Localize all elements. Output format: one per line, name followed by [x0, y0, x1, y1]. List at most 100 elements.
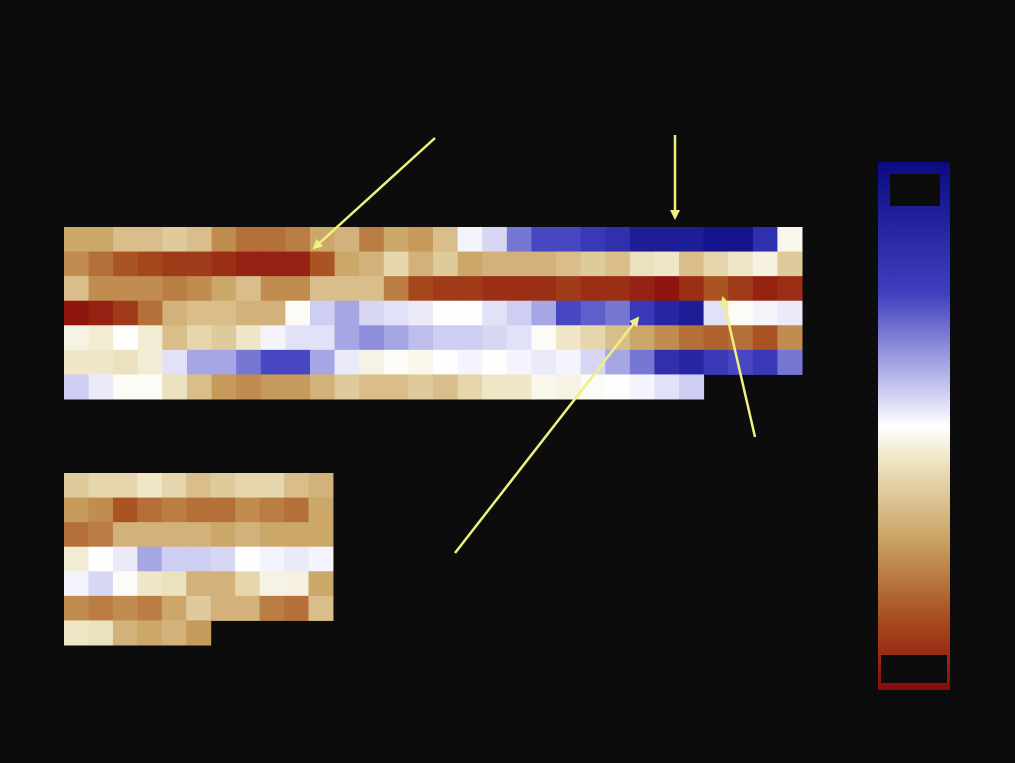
heatmap-cell: [359, 325, 385, 351]
heatmap-cell: [310, 349, 336, 375]
heatmap-cell: [334, 325, 360, 351]
heatmap-cell: [161, 546, 187, 572]
heatmap-cell: [310, 325, 336, 351]
heatmap-cell: [556, 227, 582, 253]
heatmap-cell: [457, 227, 483, 253]
heatmap-cell: [88, 251, 114, 277]
heatmap-cell: [112, 620, 138, 646]
heatmap-cell: [359, 276, 385, 302]
heatmap-cell: [679, 300, 705, 326]
heatmap-cell: [285, 374, 311, 400]
heatmap-cell: [259, 546, 285, 572]
heatmap-cell: [162, 300, 188, 326]
heatmap-cell: [113, 300, 139, 326]
heatmap-cell: [285, 227, 311, 253]
heatmap-cell: [752, 325, 778, 351]
heatmap-cell: [162, 251, 188, 277]
heatmap-cell: [629, 227, 655, 253]
heatmap-cell: [187, 251, 213, 277]
heatmap-cell: [408, 325, 434, 351]
heatmap-cell: [383, 325, 409, 351]
heatmap-cell: [64, 325, 90, 351]
heatmap-cell: [137, 497, 163, 523]
heatmap-cell: [408, 251, 434, 277]
heatmap-cell: [433, 300, 459, 326]
heatmap-cell: [161, 620, 187, 646]
heatmap-cell: [210, 595, 236, 621]
heatmap-cell: [359, 349, 385, 375]
heatmap-cell: [482, 300, 508, 326]
heatmap-cell: [260, 374, 286, 400]
heatmap-cell: [679, 276, 705, 302]
heatmap-cell: [284, 571, 309, 597]
heatmap-cell: [259, 595, 285, 621]
heatmap-cell: [605, 374, 631, 400]
heatmap-cell: [137, 571, 163, 597]
heatmap-cell: [605, 300, 631, 326]
heatmap-cell: [308, 522, 334, 548]
heatmap-cell: [211, 251, 237, 277]
heatmap-cell: [556, 276, 582, 302]
heatmap-cell: [284, 546, 309, 572]
heatmap-cell: [186, 473, 212, 499]
heatmap-cell: [64, 227, 90, 253]
heatmap-cell: [580, 276, 606, 302]
heatmap-cell: [64, 473, 89, 499]
heatmap-cell: [334, 251, 360, 277]
heatmap-cell: [359, 374, 385, 400]
arrows: [312, 135, 757, 554]
heatmap-cell: [482, 349, 508, 375]
heatmap-cell: [383, 300, 409, 326]
heatmap-cell: [284, 522, 309, 548]
heatmap-cell: [162, 325, 188, 351]
heatmap-cell: [654, 374, 680, 400]
heatmap-cell: [137, 374, 163, 400]
heatmap-cell: [777, 349, 803, 375]
heatmap-cell: [137, 595, 163, 621]
heatmap-cell: [506, 251, 532, 277]
heatmap-cell: [531, 374, 557, 400]
heatmap-cell: [88, 374, 114, 400]
heatmap-cell: [162, 374, 188, 400]
heatmap-cell: [482, 227, 508, 253]
heatmap-cell: [64, 349, 90, 375]
heatmap-cell: [383, 374, 409, 400]
heatmap-cell: [703, 227, 729, 253]
heatmap-cell: [236, 374, 262, 400]
heatmap-cell: [162, 276, 188, 302]
heatmap-cell: [310, 300, 336, 326]
heatmap-cell: [654, 349, 680, 375]
heatmap-cell: [88, 595, 114, 621]
heatmap-cell: [605, 251, 631, 277]
heatmap-cell: [88, 276, 114, 302]
heatmap-cell: [752, 300, 778, 326]
heatmap-cell: [88, 522, 114, 548]
heatmap-cell: [260, 349, 286, 375]
heatmap-cell: [113, 374, 139, 400]
heatmap-cell: [679, 325, 705, 351]
heatmap-cell: [260, 276, 286, 302]
heatmap-cell: [260, 227, 286, 253]
heatmap-cell: [285, 325, 311, 351]
heatmap-cell: [308, 497, 334, 523]
arrow: [719, 296, 757, 438]
heatmap-cell: [752, 349, 778, 375]
heatmap-cell: [433, 349, 459, 375]
heatmap-cell: [654, 300, 680, 326]
heatmap-cell: [187, 349, 213, 375]
heatmap-cell: [113, 349, 139, 375]
heatmap-cell: [235, 595, 261, 621]
heatmap-cell: [210, 497, 236, 523]
heatmap-cell: [383, 349, 409, 375]
heatmap-cell: [211, 325, 237, 351]
arrow: [312, 137, 436, 250]
heatmap-cell: [433, 227, 459, 253]
heatmap-cell: [284, 497, 309, 523]
heatmap-cell: [260, 325, 286, 351]
heatmap-cell: [285, 251, 311, 277]
heatmap-cell: [236, 300, 262, 326]
heatmap-cell: [259, 571, 285, 597]
heatmap-cell: [408, 374, 434, 400]
heatmap-cell: [408, 276, 434, 302]
heatmap-cell: [236, 325, 262, 351]
